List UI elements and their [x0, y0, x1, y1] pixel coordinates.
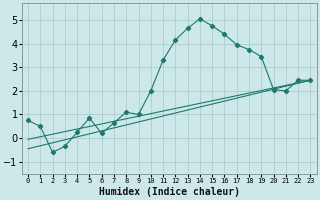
X-axis label: Humidex (Indice chaleur): Humidex (Indice chaleur): [99, 186, 240, 197]
